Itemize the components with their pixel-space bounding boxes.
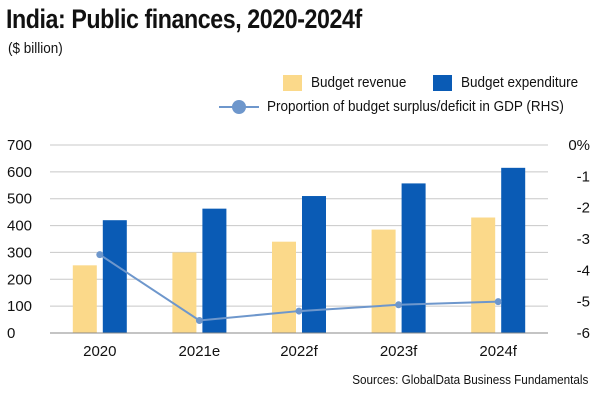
- point-ratio: [96, 251, 104, 259]
- bar-revenue: [371, 229, 396, 333]
- legend-label-ratio: Proportion of budget surplus/deficit in …: [267, 98, 564, 115]
- bar-revenue: [172, 252, 197, 333]
- y-tick-label-right: -1: [577, 168, 590, 185]
- chart-subtitle: ($ billion): [8, 40, 63, 57]
- chart-title: India: Public finances, 2020-2024f: [6, 4, 362, 34]
- y-tick-label-right: -5: [577, 294, 590, 311]
- y-tick-label-right: -2: [577, 200, 590, 217]
- point-ratio: [494, 298, 502, 306]
- x-tick-label: 2021e: [179, 343, 221, 360]
- x-tick-label: 2024f: [479, 343, 517, 360]
- legend-swatch-ratio: [219, 99, 259, 115]
- y-tick-label-left: 100: [7, 298, 32, 315]
- point-ratio: [195, 316, 203, 324]
- bar-expenditure: [202, 208, 227, 333]
- y-tick-label-left: 0: [7, 325, 15, 342]
- bar-revenue: [272, 241, 296, 333]
- y-tick-label-right: -4: [577, 262, 590, 279]
- y-tick-label-left: 500: [7, 191, 32, 208]
- y-tick-label-right: 0%: [568, 137, 590, 154]
- y-tick-label-left: 700: [7, 137, 32, 154]
- legend-swatch-revenue: [283, 74, 302, 91]
- y-tick-label-left: 400: [7, 218, 32, 235]
- bar-expenditure: [401, 183, 426, 333]
- legend-row-bars: Budget revenue Budget expenditure: [283, 74, 591, 91]
- legend-swatch-expenditure: [433, 74, 452, 91]
- bar-expenditure: [302, 196, 326, 333]
- point-ratio: [295, 307, 303, 315]
- y-tick-label-left: 200: [7, 271, 32, 288]
- x-tick-label: 2023f: [380, 343, 418, 360]
- point-ratio: [395, 301, 403, 309]
- y-tick-label-left: 600: [7, 164, 32, 181]
- bar-revenue: [72, 265, 97, 333]
- x-tick-label: 2020: [83, 343, 116, 360]
- source-note: Sources: GlobalData Business Fundamental…: [351, 372, 588, 387]
- bar-revenue: [471, 217, 496, 333]
- bar-expenditure: [501, 167, 526, 333]
- y-tick-label-right: -3: [577, 231, 590, 248]
- legend-label-expenditure: Budget expenditure: [461, 74, 579, 91]
- x-tick-label: 2022f: [280, 343, 318, 360]
- y-tick-label-left: 300: [7, 244, 32, 261]
- bar-expenditure: [102, 220, 127, 333]
- legend-row-line: Proportion of budget surplus/deficit in …: [219, 98, 597, 115]
- legend-label-revenue: Budget revenue: [311, 74, 407, 91]
- y-tick-label-right: -6: [577, 325, 590, 342]
